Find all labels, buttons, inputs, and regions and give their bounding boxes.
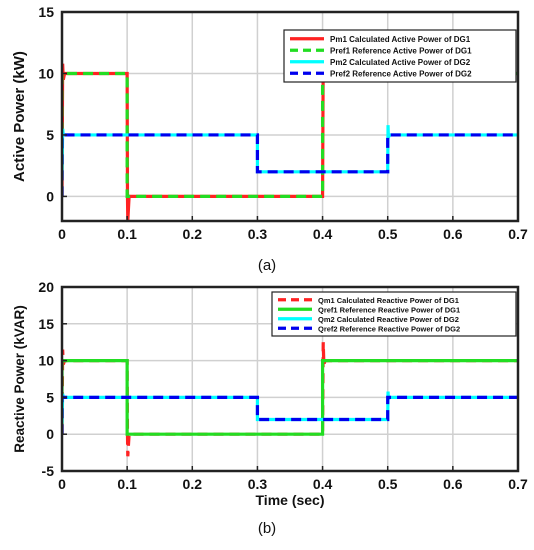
qref2-series-line xyxy=(62,395,518,435)
y-tick-label: 5 xyxy=(46,389,54,405)
legend-label: Qm1 Calculated Reactive Power of DG1 xyxy=(318,296,459,305)
axes-frame xyxy=(60,285,520,473)
x-tick-label: 0.7 xyxy=(508,476,528,492)
x-tick-label: 0.6 xyxy=(443,226,463,242)
x-tick-label: 0.5 xyxy=(378,476,398,492)
legend: Qm1 Calculated Reactive Power of DG1Qref… xyxy=(271,291,517,337)
x-tick-label: 0.4 xyxy=(313,476,333,492)
axes-frame xyxy=(60,10,520,223)
legend-label: Qm2 Calculated Reactive Power of DG2 xyxy=(318,315,459,324)
x-tick-label: 0.4 xyxy=(313,226,333,242)
legend-box xyxy=(271,291,517,337)
x-tick-label: 0 xyxy=(58,476,66,492)
legend-label: Pref1 Reference Active Power of DG1 xyxy=(330,46,472,55)
y-tick-label: 15 xyxy=(38,316,54,332)
y-tick-label: 20 xyxy=(38,279,54,295)
x-tick-label: 0.3 xyxy=(248,226,268,242)
y-tick-label: 5 xyxy=(46,127,54,143)
x-tick-label: 0.1 xyxy=(117,226,137,242)
legend-label: Pref2 Reference Active Power of DG2 xyxy=(330,69,472,78)
x-tick-label: 0 xyxy=(58,226,66,242)
x-tick-label: 0.1 xyxy=(117,476,137,492)
y-axis-label: Reactive Power (kVAR) xyxy=(12,305,27,453)
legend-label: Pm1 Calculated Active Power of DG1 xyxy=(330,35,471,44)
active-power-chart: 0 0.1 0.2 0.3 0.4 0.5 0.6 0.7 0 5 10 15 Active Power… xyxy=(11,4,528,274)
y-tick-label: -5 xyxy=(42,463,55,479)
panel-label: (b) xyxy=(258,520,276,537)
legend-label: Pm2 Calculated Active Power of DG2 xyxy=(330,58,471,67)
x-tick-label: 0.7 xyxy=(508,226,528,242)
y-tick-label: 10 xyxy=(38,353,54,369)
x-tick-label: 0.2 xyxy=(183,226,203,242)
y-tick-label: 0 xyxy=(46,188,54,204)
pref2-series-line xyxy=(62,133,518,197)
y-axis-label: Active Power (kW) xyxy=(11,51,28,182)
x-tick-label: 0.6 xyxy=(443,476,463,492)
qref1-series-line xyxy=(62,359,518,436)
x-axis-label: Time (sec) xyxy=(256,492,325,508)
x-tick-label: 0.2 xyxy=(183,476,203,492)
legend: Pm1 Calculated Active Power of DG1 Pref1 … xyxy=(283,29,517,83)
y-tick-label: 15 xyxy=(38,4,54,20)
legend-label: Qref2 Reference Reactive Power of DG2 xyxy=(318,324,460,333)
y-tick-label: 10 xyxy=(38,65,54,81)
panel-label: (a) xyxy=(258,257,276,274)
legend-label: Qref1 Reference Reactive Power of DG1 xyxy=(318,305,460,314)
x-tick-label: 0.3 xyxy=(248,476,268,492)
x-tick-label: 0.5 xyxy=(378,226,398,242)
reactive-power-chart: 0 0.1 0.2 0.3 0.4 0.5 0.6 0.7-505101520Reactive… xyxy=(12,279,528,537)
y-tick-label: 0 xyxy=(46,426,54,442)
